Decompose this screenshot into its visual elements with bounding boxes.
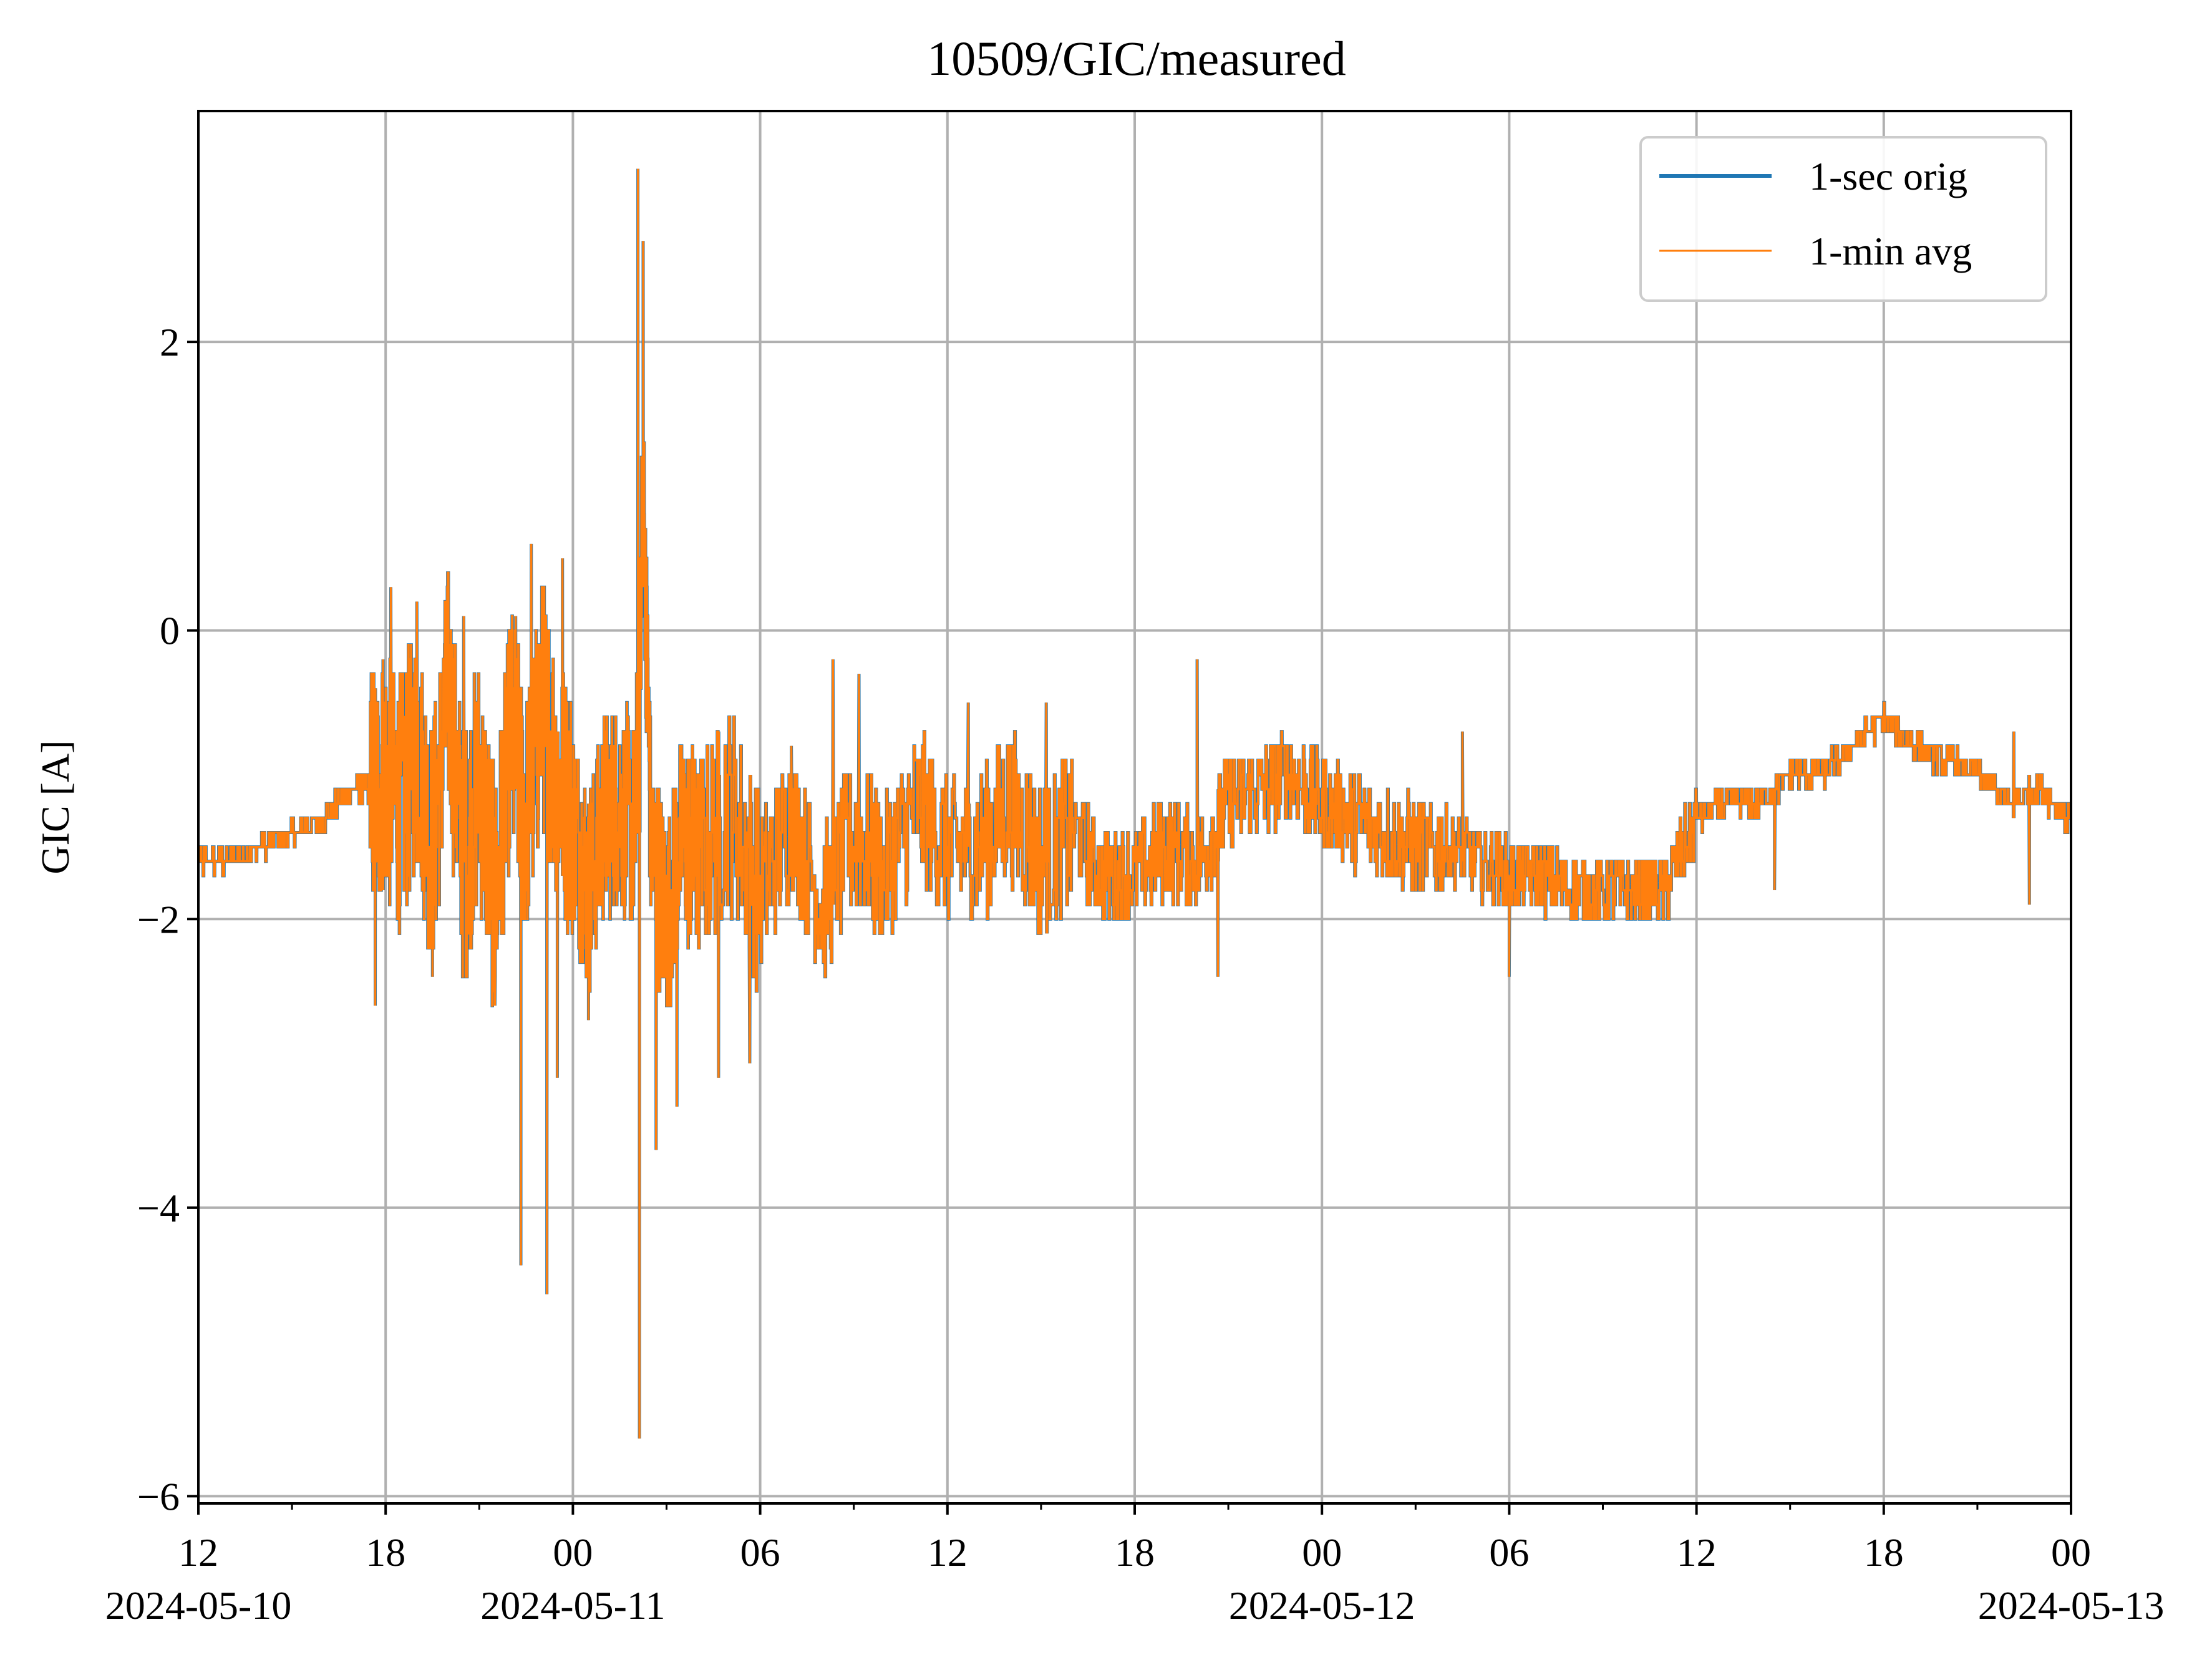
x-tick-date-label: 2024-05-10 xyxy=(105,1583,292,1628)
x-tick-label: 00 xyxy=(553,1530,593,1575)
legend-label-1-min-avg: 1-min avg xyxy=(1809,229,1972,273)
legend-box xyxy=(1639,136,2047,302)
x-tick-date-label: 2024-05-12 xyxy=(1229,1583,1415,1628)
x-tick-label: 00 xyxy=(1302,1530,1342,1575)
x-tick-date-label: 2024-05-13 xyxy=(1978,1583,2165,1628)
series-line-1-min-avg xyxy=(198,168,2071,1439)
y-tick-label: 2 xyxy=(160,320,180,364)
y-tick-label: −6 xyxy=(137,1474,180,1518)
legend: 1-sec orig 1-min avg xyxy=(1639,136,2047,302)
axis-ticks: 12 2024-05-10 18 00 2024-05-11 06 12 18 00 2024-0… xyxy=(105,320,2165,1628)
y-axis-label: GIC [A] xyxy=(33,740,77,874)
x-tick-label: 18 xyxy=(1864,1530,1904,1575)
x-tick-date-label: 2024-05-11 xyxy=(480,1583,665,1628)
y-tick-label: 0 xyxy=(160,609,180,653)
x-tick-label: 06 xyxy=(740,1530,780,1575)
x-tick-label: 00 xyxy=(2051,1530,2091,1575)
x-tick-label: 18 xyxy=(366,1530,405,1575)
y-tick-label: −2 xyxy=(137,897,180,941)
chart-title: 10509/GIC/measured xyxy=(927,31,1346,85)
legend-label-1-sec-orig: 1-sec orig xyxy=(1809,154,1967,198)
y-tick-label: −4 xyxy=(137,1186,180,1230)
x-tick-label: 12 xyxy=(178,1530,218,1575)
x-tick-label: 06 xyxy=(1489,1530,1529,1575)
x-tick-label: 12 xyxy=(1677,1530,1717,1575)
x-tick-label: 12 xyxy=(928,1530,968,1575)
plot-series xyxy=(198,168,2071,1439)
x-tick-label: 18 xyxy=(1115,1530,1155,1575)
